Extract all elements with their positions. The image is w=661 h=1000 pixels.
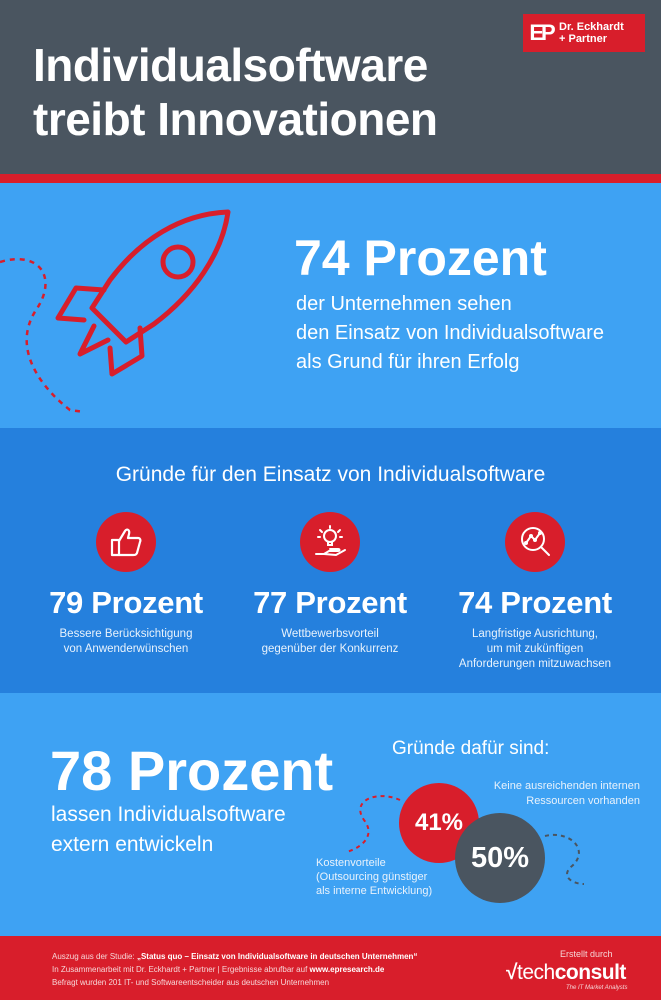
reason-card: 79 Prozent Bessere Berücksichtigung von … [16,512,236,657]
logo-text: Dr. Eckhardt + Partner [559,21,624,45]
reason-card: 77 Prozent Wettbewerbsvorteil gegenüber … [220,512,440,657]
footer-band [0,936,661,1000]
logo-swoosh-icon: √ [506,961,518,984]
outsourcing-section [0,693,661,936]
brand-bold: consult [554,961,627,984]
dr-eckhardt-partner-logo: EP Dr. Eckhardt + Partner [523,14,645,52]
lightbulb-hand-icon [300,512,360,572]
footer-survey-note: Befragt wurden 201 IT- und Softwareentsc… [52,978,330,987]
reason-figure: 79 Prozent [49,585,203,620]
hero-text: der Unternehmen sehen den Einsatz von In… [296,293,604,373]
thumbs-up-icon [96,512,156,572]
techconsult-logo: √techconsult [506,961,626,985]
rocket-icon [0,209,231,414]
footer-credits: Auszug aus der Studie: „Status quo – Ein… [52,950,512,989]
reason-figure: 74 Prozent [458,585,612,620]
page-title: Individualsoftware treibt Innovationen [33,39,438,145]
reasons-title: Gründe für den Einsatz von Individualsof… [115,463,546,486]
footer-study-prefix: Auszug aus der Studie: [52,952,137,961]
brand-tagline: The IT Market Analysts [566,985,628,991]
reason-text: Bessere Berücksichtigung von Anwenderwün… [59,628,193,655]
reason-figure: 77 Prozent [253,585,407,620]
footer-url-link[interactable]: www.epresearch.de [309,965,385,974]
stat-bubble-red: 41% [399,783,479,863]
footer-partner-text: In Zusammenarbeit mit Dr. Eckhardt + Par… [52,965,310,974]
note-costs: Kostenvorteile (Outsourcing günstiger al… [316,857,433,897]
reason-text: Langfristige Ausrichtung, um mit zukünft… [458,628,612,670]
stat-bubble-dark: 50% [455,813,545,903]
outsourcing-reasons-title: Gründe dafür sind: [392,738,550,759]
note-resources: Keine ausreichenden internen Ressourcen … [493,780,640,807]
brand-light: tech [517,961,555,984]
outsourcing-figure: 78 Prozent [50,739,334,802]
reason-card: 74 Prozent Langfristige Ausrichtung, um … [425,512,645,672]
header-divider [0,174,661,183]
made-by-label: Erstellt durch [560,949,613,959]
ep-logo-mark: EP [529,20,555,45]
outsourcing-text: lassen Individualsoftware extern entwick… [51,803,286,856]
hero-figure: 74 Prozent [294,230,547,286]
footer-study-title: „Status quo – Einsatz von Individualsoft… [136,952,418,961]
reason-text: Wettbewerbsvorteil gegenüber der Konkurr… [261,628,399,655]
hero-section [0,183,661,428]
analytics-magnifier-icon [505,512,565,572]
